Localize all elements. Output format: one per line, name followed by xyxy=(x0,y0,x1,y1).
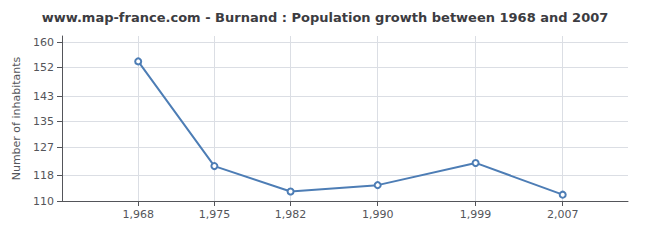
svg-text:152: 152 xyxy=(33,61,54,74)
svg-text:1,968: 1,968 xyxy=(122,208,154,221)
svg-text:118: 118 xyxy=(33,169,54,182)
svg-text:1,975: 1,975 xyxy=(199,208,231,221)
svg-text:127: 127 xyxy=(33,141,54,154)
svg-text:160: 160 xyxy=(33,36,54,49)
svg-text:143: 143 xyxy=(33,90,54,103)
svg-text:135: 135 xyxy=(33,115,54,128)
svg-text:www.map-france.com - Burnand :: www.map-france.com - Burnand : Populatio… xyxy=(42,10,609,25)
svg-text:1,999: 1,999 xyxy=(460,208,492,221)
svg-text:110: 110 xyxy=(33,195,54,208)
svg-text:Number of inhabitants: Number of inhabitants xyxy=(10,56,23,180)
svg-text:2,007: 2,007 xyxy=(547,208,579,221)
svg-text:1,990: 1,990 xyxy=(362,208,394,221)
svg-text:1,982: 1,982 xyxy=(275,208,307,221)
